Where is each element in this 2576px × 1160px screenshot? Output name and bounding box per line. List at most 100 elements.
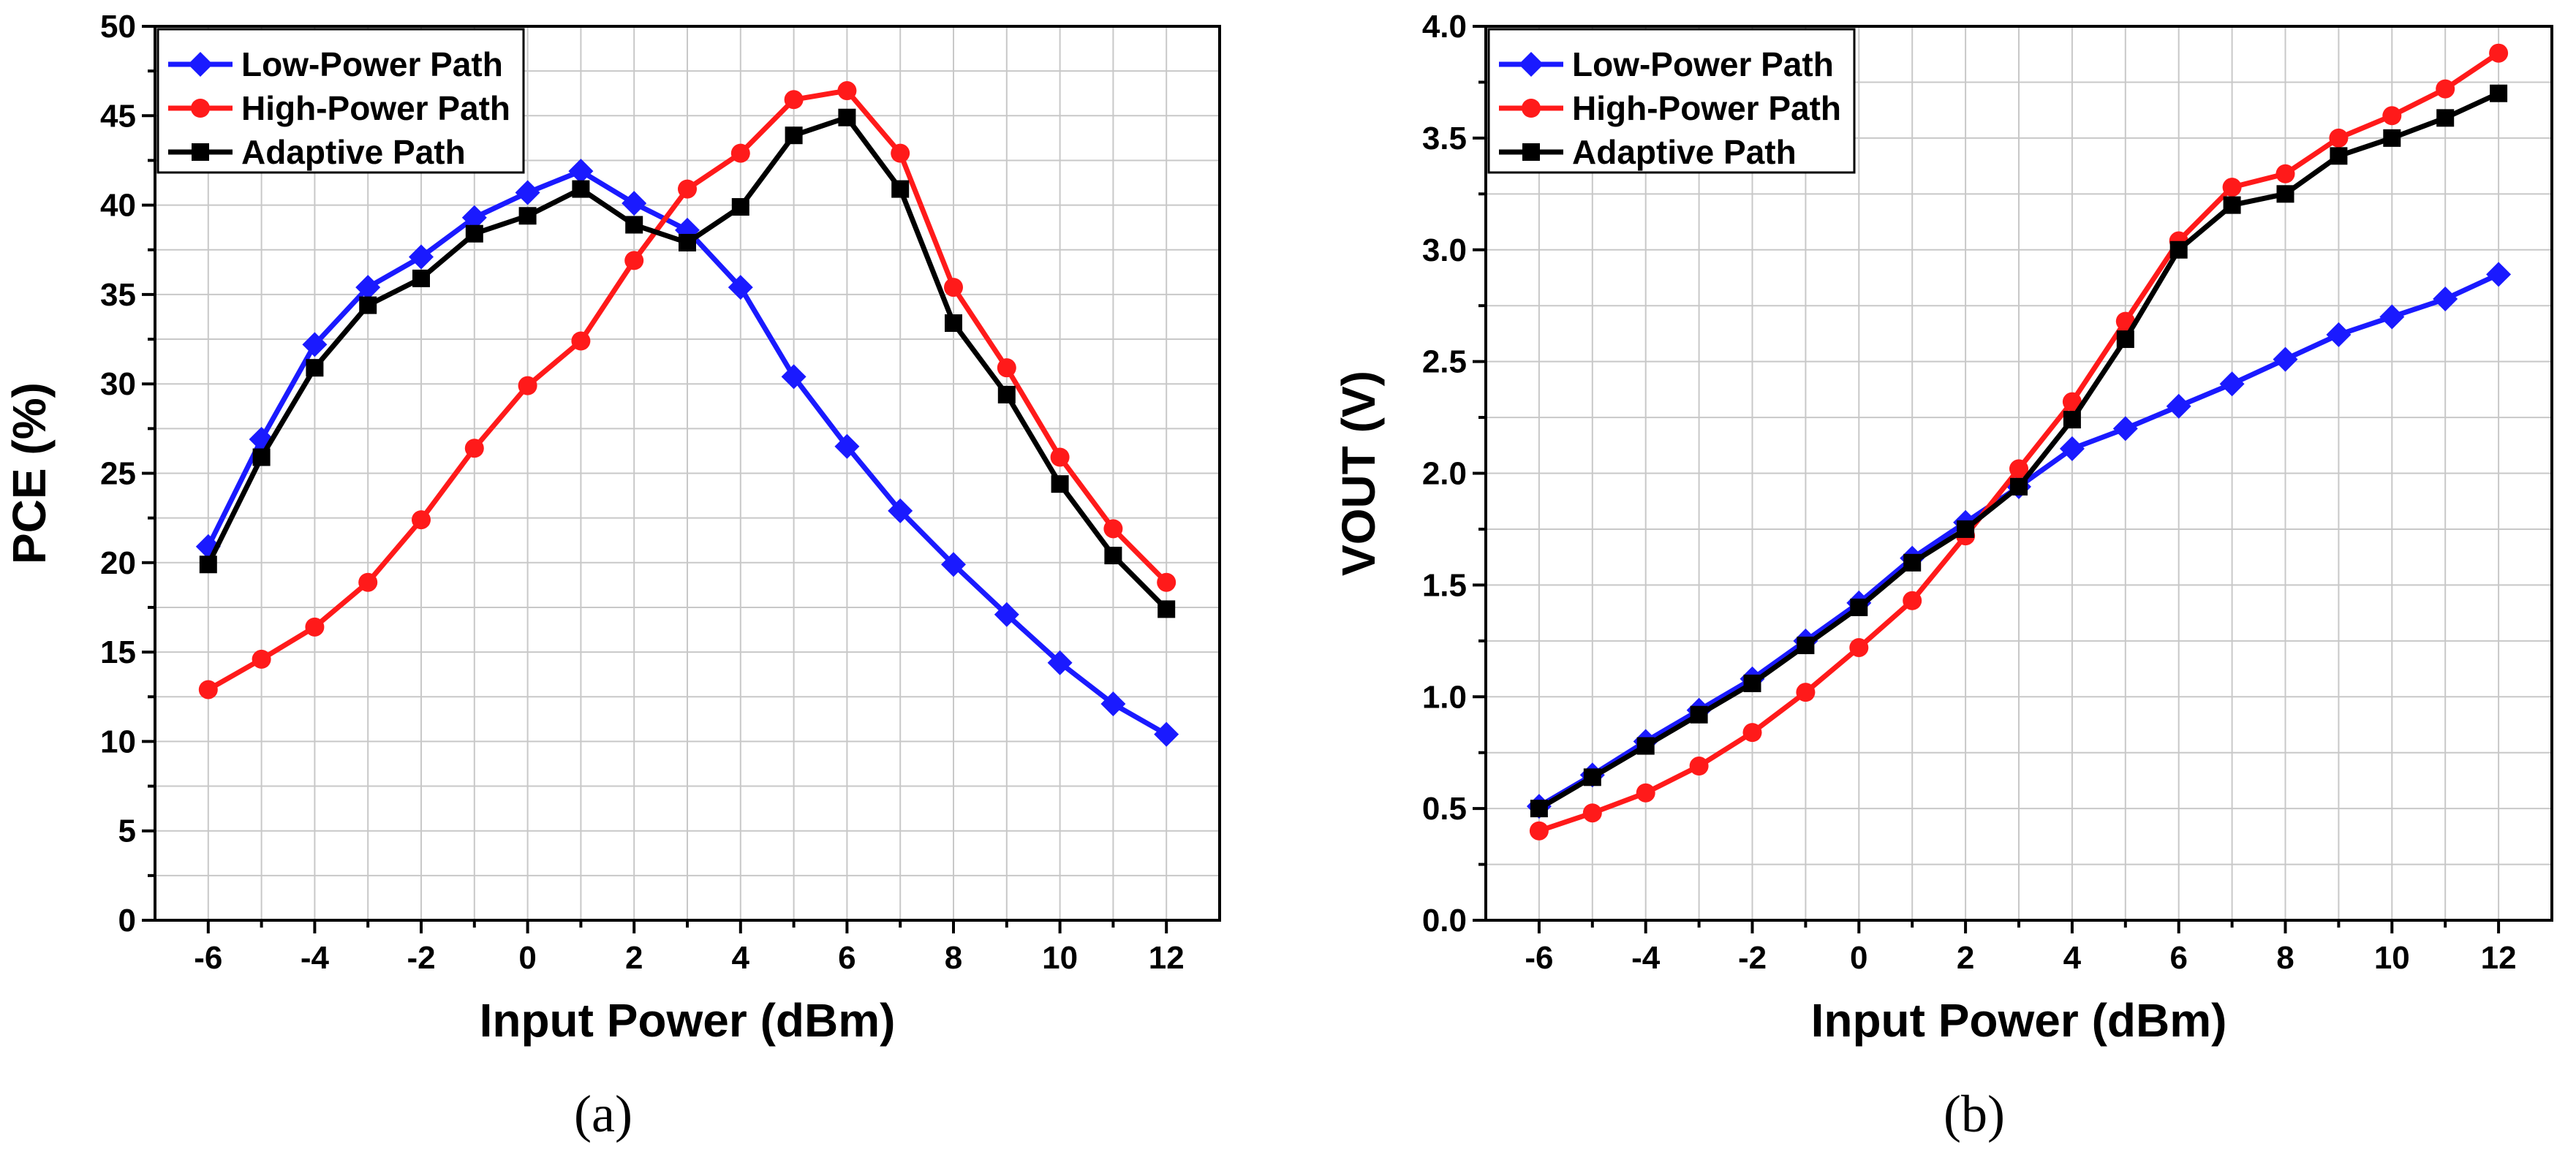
data-point — [2433, 287, 2458, 312]
x-tick-label: -6 — [1525, 940, 1553, 976]
y-tick-label: 2.0 — [1422, 456, 1467, 492]
data-point — [302, 332, 328, 357]
data-point — [1104, 547, 1122, 565]
legend-marker — [188, 52, 213, 77]
y-tick-label: 2.5 — [1422, 344, 1467, 380]
data-point — [891, 143, 910, 163]
y-tick-label: 0.5 — [1422, 791, 1467, 827]
y-tick-label: 20 — [100, 545, 136, 581]
x-tick-label: 8 — [945, 940, 962, 976]
legend-label: High-Power Path — [241, 89, 510, 127]
x-tick-label: 2 — [1957, 940, 1974, 976]
data-point — [2436, 79, 2455, 99]
y-axis: 0.0 0.5 1.0 1.5 2.0 2.5 3.0 3.5 4.0 — [1422, 9, 1486, 939]
data-point — [997, 385, 1016, 403]
x-tick-label: 10 — [1042, 940, 1078, 976]
data-point — [834, 433, 860, 459]
y-axis: 0 5 10 15 20 25 30 35 40 45 50 — [100, 9, 155, 939]
data-point — [1529, 821, 1549, 841]
data-point — [568, 159, 594, 184]
data-point — [624, 251, 644, 270]
x-tick-label: -2 — [1738, 940, 1767, 976]
y-tick-label: 0 — [118, 903, 136, 939]
data-point — [997, 358, 1016, 378]
data-point — [1849, 637, 1869, 657]
data-point — [198, 680, 218, 700]
x-tick-label: 6 — [2169, 940, 2187, 976]
y-tick-label: 5 — [118, 814, 136, 849]
data-point — [1530, 800, 1548, 818]
data-point — [2222, 178, 2242, 197]
panel-caption: (b) — [1944, 1085, 2005, 1143]
data-point — [1957, 520, 1975, 538]
data-point — [1690, 705, 1708, 724]
chart-panel-a: -6 -4 -2 0 2 4 6 8 10 12 0 5 10 15 20 25 30 35 40 45 50 Input… — [3, 9, 1221, 1143]
data-point — [781, 364, 807, 390]
data-point — [2383, 129, 2401, 147]
data-point — [1636, 737, 1655, 755]
legend: Low-Power Path High-Power Path Adaptive Pa… — [1487, 28, 1856, 174]
y-tick-label: 4.0 — [1422, 9, 1467, 45]
data-point — [945, 314, 962, 333]
data-point — [1051, 475, 1069, 493]
y-tick-label: 40 — [100, 188, 136, 224]
data-point — [2489, 43, 2509, 63]
data-point — [1797, 636, 1815, 654]
y-tick-label: 1.5 — [1422, 567, 1467, 603]
x-axis-label: Input Power (dBm) — [1811, 994, 2227, 1047]
data-point — [2490, 84, 2508, 102]
data-point — [2166, 393, 2191, 419]
data-point — [785, 126, 803, 145]
data-point — [2062, 392, 2082, 412]
data-point — [1157, 600, 1176, 618]
data-point — [1850, 598, 1868, 616]
x-tick-label: 2 — [625, 940, 643, 976]
legend-label: Low-Power Path — [1572, 45, 1834, 83]
data-point — [2436, 109, 2455, 127]
y-tick-label: 1.0 — [1422, 679, 1467, 715]
data-point — [728, 275, 753, 300]
series-high-power-path — [198, 81, 1176, 700]
legend-marker — [1522, 143, 1540, 161]
data-point — [1583, 768, 1601, 786]
data-point — [838, 108, 856, 126]
x-axis-label: Input Power (dBm) — [480, 994, 896, 1047]
data-point — [412, 510, 431, 530]
legend-label: Adaptive Path — [241, 133, 466, 171]
data-point — [1582, 803, 1602, 823]
series-adaptive-path — [199, 108, 1176, 618]
y-axis-label: VOUT (V) — [1332, 371, 1385, 576]
series-adaptive-path — [1530, 84, 2508, 818]
data-point — [730, 143, 750, 163]
data-point — [518, 376, 537, 395]
data-point — [1903, 553, 1922, 572]
data-point — [355, 275, 381, 300]
data-point — [731, 198, 749, 216]
legend-box — [156, 28, 525, 174]
data-point — [625, 216, 643, 234]
data-point — [1742, 723, 1762, 743]
data-point — [941, 552, 966, 577]
gridlines — [155, 26, 1220, 921]
legend-box — [1487, 28, 1856, 174]
data-point — [2169, 240, 2188, 259]
data-point — [891, 180, 910, 198]
data-point — [2329, 128, 2349, 148]
data-point — [2275, 164, 2295, 183]
x-tick-label: 10 — [2374, 940, 2410, 976]
y-tick-label: 3.0 — [1422, 232, 1467, 268]
series-low-power-path — [195, 159, 1179, 747]
data-point — [1157, 572, 1176, 592]
legend-label: High-Power Path — [1572, 89, 1841, 127]
data-point — [2219, 371, 2245, 397]
data-point — [1743, 674, 1761, 692]
x-tick-label: 0 — [1850, 940, 1867, 976]
series-high-power-path — [1529, 43, 2509, 841]
data-point — [888, 498, 913, 523]
legend-marker — [191, 99, 210, 118]
panel-caption: (a) — [574, 1085, 632, 1143]
data-point — [252, 448, 271, 466]
data-point — [679, 233, 696, 251]
x-tick-label: 12 — [2481, 940, 2517, 976]
